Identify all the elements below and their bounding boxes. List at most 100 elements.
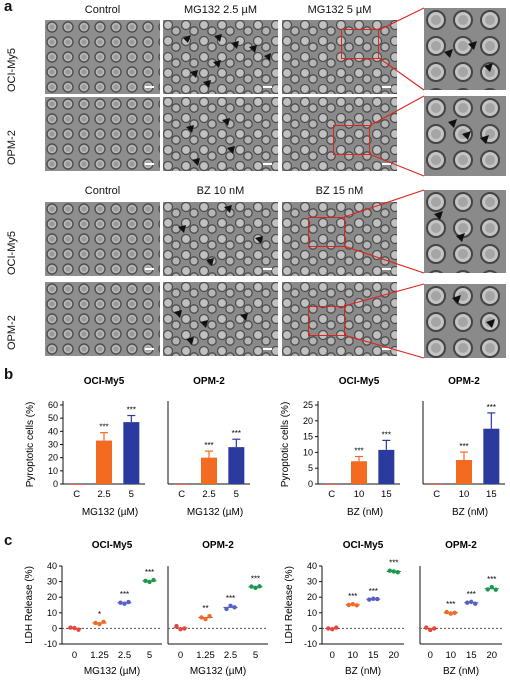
zoom-connector	[368, 153, 425, 177]
data-point	[122, 601, 127, 606]
x-tick-label: 1.25	[90, 650, 109, 661]
data-point	[68, 625, 73, 630]
arrowhead-marker	[255, 236, 263, 244]
data-point	[93, 620, 98, 626]
data-point	[489, 584, 494, 590]
zoom-connector	[368, 95, 425, 127]
x-tick-label: 2.5	[202, 489, 215, 500]
cell-pattern	[282, 282, 397, 356]
x-tick-label: 10	[445, 650, 456, 661]
cell-pattern	[163, 97, 278, 171]
data-point	[174, 623, 179, 629]
x-tick-label: 20	[486, 650, 497, 661]
bar	[378, 449, 395, 484]
zoom-connector	[343, 189, 425, 218]
significance-label: ***	[487, 403, 496, 412]
x-tick-label: 5	[234, 489, 239, 500]
ldh-release-scatter-charts: OCI-My5 -10 0 10 20 30 40 LDH Release (%) 0 * 1.25…	[24, 540, 502, 677]
data-point	[326, 626, 331, 631]
arrowhead-marker	[200, 320, 208, 328]
significance-label: ***	[382, 430, 391, 439]
data-point	[126, 599, 131, 605]
x-tick-label: 15	[381, 489, 392, 500]
zoom-inset-ocimy5-mg132	[424, 8, 506, 90]
x-tick-label: 5	[253, 650, 258, 661]
y-tick-label: -10	[44, 639, 57, 649]
significance-label: ***	[369, 587, 378, 596]
arrowhead-marker	[213, 60, 221, 68]
significance-label: ***	[99, 423, 108, 432]
y-tick-label: 10	[303, 447, 313, 457]
data-point	[375, 596, 380, 602]
y-tick-label: 60	[48, 400, 58, 410]
data-point	[151, 577, 156, 583]
y-tick-label: 0	[53, 479, 58, 489]
x-tick-label: 10	[354, 489, 365, 500]
data-point	[249, 584, 254, 589]
cell-pattern	[45, 202, 160, 276]
significance-label: ***	[459, 442, 468, 451]
data-point	[432, 626, 437, 631]
x-tick-label: 2.5	[224, 650, 237, 661]
col-title-bz-15: BZ 15 nM	[315, 185, 364, 197]
micrograph-opm2-control-bz	[45, 282, 160, 356]
y-tick-label: 30	[307, 577, 317, 587]
y-axis-label: LDH Release (%)	[284, 566, 295, 644]
x-axis-label: BZ (nM)	[345, 666, 381, 677]
x-tick-label: 1.25	[196, 650, 215, 661]
micrograph-opm2-mg132-5	[282, 97, 397, 171]
x-tick-label: 2.5	[118, 650, 131, 661]
col-title-control-top: Control	[84, 4, 121, 16]
arrowhead-marker	[186, 337, 194, 345]
data-point	[395, 570, 400, 575]
data-point	[147, 579, 152, 585]
data-point	[76, 627, 81, 632]
zoom-cells	[424, 190, 506, 273]
micrograph-opm2-bz-15	[282, 282, 397, 356]
significance-label: ***	[232, 429, 241, 438]
data-point	[330, 626, 335, 632]
arrowhead-marker	[203, 80, 211, 88]
significance-label: ***	[226, 594, 235, 603]
micrograph-ocimy5-control	[45, 20, 160, 94]
roi-box-ocimy5-bz	[308, 217, 345, 247]
y-axis-label: Pyroptotic cells (%)	[25, 402, 36, 488]
data-point	[143, 578, 148, 584]
x-axis-label: MG132 (µM)	[84, 666, 140, 677]
chart-title: OPM-2	[448, 376, 480, 387]
zoom-inset-opm2-mg132	[424, 96, 506, 176]
x-axis-label: MG132 (µM)	[187, 507, 243, 518]
x-tick-label: C	[328, 489, 335, 500]
data-point	[253, 585, 258, 591]
bar	[201, 457, 217, 484]
x-axis-label: MG132 (µM)	[190, 666, 246, 677]
x-axis-label: BZ (nM)	[443, 666, 479, 677]
x-tick-label: 0	[428, 650, 433, 661]
data-point	[72, 625, 77, 631]
x-tick-label: C	[73, 489, 80, 500]
bar	[228, 447, 245, 484]
x-tick-label: 0	[330, 650, 335, 661]
arrowhead-marker	[190, 70, 198, 78]
y-tick-label: 20	[47, 592, 57, 602]
zoom-cells	[424, 8, 506, 90]
x-axis-label: BZ (nM)	[347, 507, 383, 518]
zoom-connector	[378, 7, 425, 31]
arrowhead-marker	[264, 53, 271, 61]
roi-box-opm2-mg132	[333, 125, 370, 155]
cell-pattern	[45, 20, 160, 94]
bar	[351, 461, 367, 484]
zoom-inset-ocimy5-bz	[424, 190, 506, 273]
bar	[323, 484, 340, 485]
significance-label: ***	[145, 568, 154, 577]
x-tick-label: 0	[72, 650, 77, 661]
y-tick-label: 20	[303, 416, 313, 426]
significance-label: ***	[120, 590, 129, 599]
data-point	[452, 610, 457, 615]
cell-pattern	[45, 282, 160, 356]
data-point	[178, 626, 183, 632]
y-tick-label: 0	[308, 479, 313, 489]
y-tick-label: 30	[48, 440, 58, 450]
significance-label: **	[202, 604, 208, 613]
